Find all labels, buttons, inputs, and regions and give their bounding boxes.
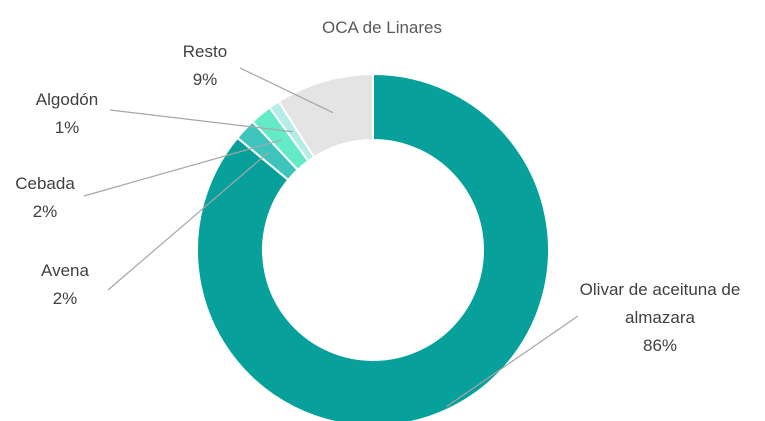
chart-title: OCA de Linares xyxy=(321,18,443,37)
leader-line xyxy=(107,151,270,291)
donut-slice xyxy=(196,72,550,421)
leader-line xyxy=(239,67,334,114)
category-label: Resto xyxy=(182,42,228,61)
data-label: Algodón 1% xyxy=(17,86,117,142)
leader-line xyxy=(446,315,579,408)
value-label: 9% xyxy=(192,70,218,89)
value-label: 86% xyxy=(642,336,678,355)
category-label: Cebada xyxy=(15,174,75,193)
leader-line xyxy=(83,139,283,197)
data-label: Resto 9% xyxy=(165,38,245,94)
category-label: Algodón xyxy=(35,90,99,109)
category-label: Olivar de aceituna de almazara xyxy=(579,280,741,327)
data-label: Olivar de aceituna de almazara 86% xyxy=(578,276,743,360)
category-label: Avena xyxy=(41,261,89,280)
value-label: 2% xyxy=(32,202,58,221)
value-label: 2% xyxy=(52,289,78,308)
donut-slice xyxy=(277,72,374,159)
data-label: Cebada 2% xyxy=(0,170,90,226)
value-label: 1% xyxy=(54,118,80,137)
data-label: Avena 2% xyxy=(20,257,110,313)
leader-line xyxy=(109,109,293,133)
